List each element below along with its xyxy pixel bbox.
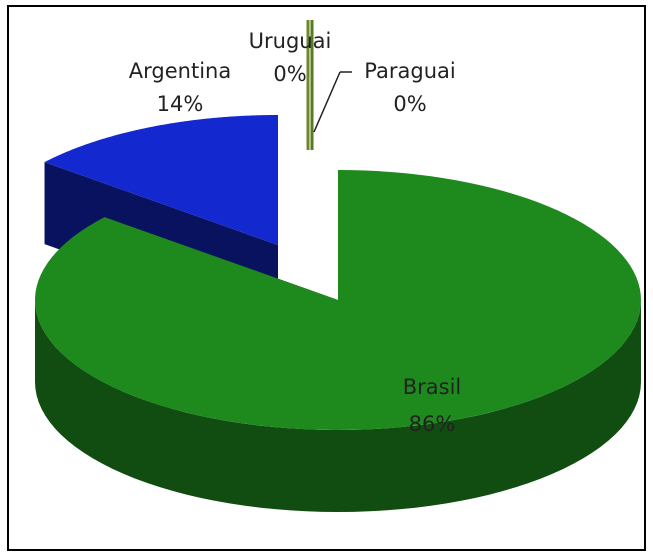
slice-label: Argentina: [129, 59, 231, 83]
pie: [35, 20, 641, 512]
slice-value-label: 86%: [409, 412, 456, 436]
slice-label: Paraguai: [364, 59, 455, 83]
slice-top: [35, 170, 641, 430]
slice: [35, 170, 641, 512]
slice-value-label: 0%: [393, 92, 426, 116]
slice-label: Brasil: [403, 375, 462, 399]
leader-line: [313, 71, 341, 133]
slice-label: Uruguai: [249, 29, 332, 53]
slice-top: [44, 115, 279, 245]
slice-side: [35, 300, 641, 512]
slice-value-label: 14%: [157, 92, 204, 116]
labels: Brasil 86% Argentina 14% Uruguai 0% Paraguai 0%: [129, 29, 461, 436]
slice-value-label: 0%: [273, 62, 306, 86]
